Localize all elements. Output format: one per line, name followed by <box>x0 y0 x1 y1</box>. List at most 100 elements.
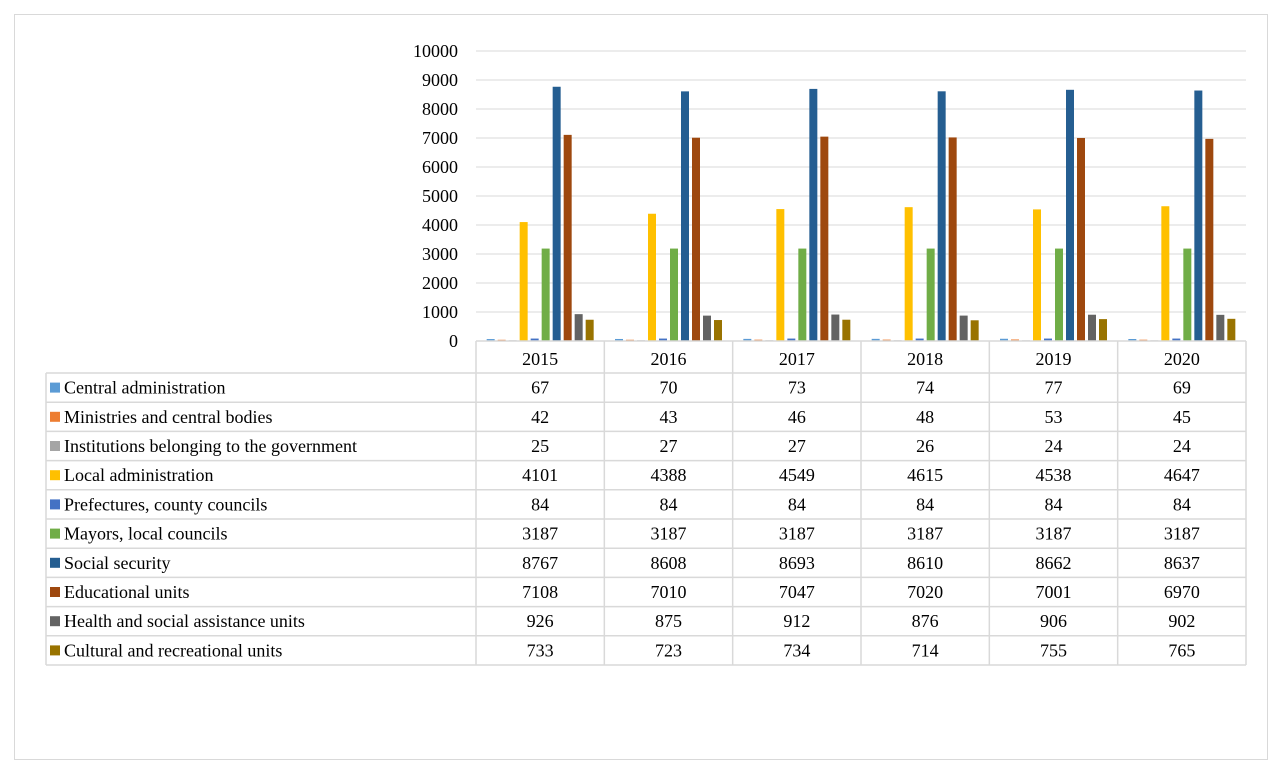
data-label: 8662 <box>1036 553 1072 573</box>
data-label: 4615 <box>907 465 943 485</box>
y-tick-label: 10000 <box>413 41 458 61</box>
bar <box>1077 137 1085 341</box>
legend-key <box>50 382 60 393</box>
bar <box>552 86 561 342</box>
data-label: 8610 <box>907 553 943 573</box>
bar <box>871 338 880 341</box>
data-label: 8637 <box>1164 553 1200 573</box>
bar <box>530 338 539 341</box>
bar <box>1066 89 1074 341</box>
data-label: 734 <box>783 640 810 660</box>
data-label: 755 <box>1040 640 1067 660</box>
series-label: Health and social assistance units <box>64 611 305 631</box>
data-label: 27 <box>660 436 678 456</box>
data-label: 3187 <box>651 524 687 544</box>
series-label: Prefectures, county councils <box>64 494 267 514</box>
bar <box>1172 338 1181 341</box>
data-label: 43 <box>660 407 678 427</box>
series-label: Social security <box>64 553 170 573</box>
legend-key <box>50 411 60 422</box>
y-tick-label: 0 <box>449 331 458 351</box>
bar <box>659 338 667 341</box>
data-label: 765 <box>1168 640 1195 660</box>
bar <box>743 338 752 341</box>
bar <box>703 315 711 341</box>
x-tick-label: 2016 <box>651 349 687 369</box>
legend-key <box>50 557 60 568</box>
data-label: 46 <box>788 407 806 427</box>
y-tick-label: 6000 <box>422 157 458 177</box>
y-tick-label: 3000 <box>422 244 458 264</box>
bar <box>1055 248 1063 341</box>
y-tick-label: 5000 <box>422 186 458 206</box>
y-tick-label: 2000 <box>422 273 458 293</box>
legend-key <box>50 587 60 597</box>
data-label: 48 <box>916 407 934 427</box>
bar <box>714 320 722 341</box>
bar <box>1033 209 1041 341</box>
data-label: 3187 <box>522 524 558 544</box>
series-label: Educational units <box>64 582 189 602</box>
bar <box>948 137 957 341</box>
data-label: 77 <box>1045 378 1063 398</box>
bar <box>842 319 851 341</box>
bar <box>563 134 572 341</box>
bar <box>1099 319 1107 341</box>
data-label: 3187 <box>1036 524 1072 544</box>
data-label: 8608 <box>651 553 687 573</box>
bar <box>574 314 583 341</box>
bar <box>798 248 807 341</box>
data-label: 84 <box>660 494 678 514</box>
data-label: 4101 <box>522 465 558 485</box>
bar <box>831 314 840 341</box>
series-label: Local administration <box>64 465 213 485</box>
bar <box>1000 338 1008 341</box>
data-label: 926 <box>527 611 554 631</box>
x-tick-label: 2018 <box>907 349 943 369</box>
bar <box>615 338 623 341</box>
data-label: 902 <box>1168 611 1195 631</box>
series-label: Ministries and central bodies <box>64 407 272 427</box>
data-label: 24 <box>1045 436 1063 456</box>
bar <box>1227 318 1236 341</box>
series-label: Central administration <box>64 378 225 398</box>
data-label: 4549 <box>779 465 815 485</box>
bar <box>681 91 689 341</box>
data-label: 74 <box>916 378 934 398</box>
data-label: 3187 <box>1164 524 1200 544</box>
y-tick-label: 9000 <box>422 70 458 90</box>
legend-key <box>50 616 60 627</box>
y-tick-label: 7000 <box>422 128 458 148</box>
bar <box>959 315 968 341</box>
data-label: 24 <box>1173 436 1191 456</box>
x-tick-label: 2015 <box>522 349 558 369</box>
bar <box>541 248 550 341</box>
data-label: 53 <box>1045 407 1063 427</box>
legend-key <box>50 470 60 481</box>
series-label: Mayors, local councils <box>64 524 227 544</box>
bar <box>1194 90 1203 341</box>
bar <box>519 222 528 341</box>
bar <box>776 209 785 341</box>
data-label: 876 <box>912 611 939 631</box>
data-label: 70 <box>660 378 678 398</box>
bar <box>809 88 818 341</box>
data-label: 3187 <box>779 524 815 544</box>
bar <box>915 338 924 341</box>
data-label: 7020 <box>907 582 943 602</box>
bar <box>692 137 700 341</box>
data-label: 4538 <box>1036 465 1072 485</box>
bar <box>820 136 829 341</box>
series-label: Institutions belonging to the government <box>64 436 357 456</box>
data-label: 3187 <box>907 524 943 544</box>
data-label: 26 <box>916 436 934 456</box>
data-label: 8767 <box>522 553 558 573</box>
bar <box>970 320 979 341</box>
data-label: 84 <box>531 494 549 514</box>
y-tick-label: 4000 <box>422 215 458 235</box>
series-label: Cultural and recreational units <box>64 640 282 660</box>
bar <box>1088 314 1096 341</box>
bar <box>926 248 935 341</box>
bar <box>1161 206 1170 341</box>
